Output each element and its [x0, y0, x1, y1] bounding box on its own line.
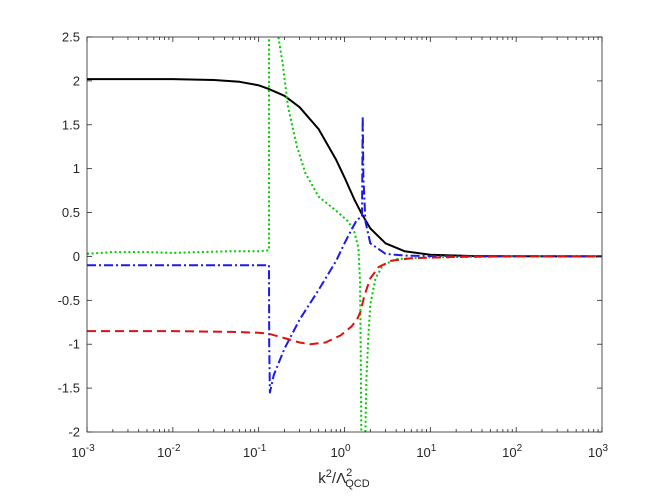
y-tick-label: -0.5 [58, 293, 80, 308]
x-tick-label: 100 [330, 443, 350, 460]
x-tick-label-base: 10 [588, 445, 602, 460]
x-tick-label-base: 10 [243, 445, 257, 460]
y-tick-label: -1.5 [58, 381, 80, 396]
ticks-group [86, 36, 603, 433]
x-tick-label-base: 10 [71, 445, 85, 460]
y-tick-label: -2 [68, 425, 80, 440]
x-tick-label-base: 10 [502, 445, 516, 460]
x-tick-label-exp: 3 [602, 443, 608, 454]
x-axis-label-base-sup: 2 [326, 468, 332, 480]
x-axis-label-sym-sup: 2 [346, 467, 352, 479]
y-tick-label: -1 [68, 337, 80, 352]
x-tick-label-exp: 2 [517, 443, 523, 454]
y-tick-label: 2.5 [62, 30, 80, 45]
series-line-dotted [87, 37, 270, 255]
y-tick-label: 1 [73, 161, 80, 176]
plot-background [87, 37, 602, 432]
x-tick-label: 101 [416, 443, 436, 460]
x-tick-label-base: 10 [416, 445, 430, 460]
x-tick-label: 10-2 [157, 443, 181, 460]
series-line-solid [87, 78, 602, 258]
y-tick-label: 1.5 [62, 117, 80, 132]
x-axis-label-sym: Λ [336, 470, 346, 487]
x-tick-label-exp: -3 [86, 443, 95, 454]
x-tick-label-exp: -2 [172, 443, 181, 454]
x-axis-label: k2/Λ2 QCD [318, 467, 369, 490]
x-tick-label: 10-1 [243, 443, 267, 460]
x-tick-label-base: 10 [330, 445, 344, 460]
y-tick-label: 0 [73, 249, 80, 264]
x-axis-label-sym-sub: QCD [345, 478, 370, 490]
series-line-dashdot [87, 115, 602, 394]
x-tick-label-exp: -1 [257, 443, 266, 454]
x-tick-label-base: 10 [157, 445, 171, 460]
series-line-dotted [364, 255, 602, 432]
x-tick-label-exp: 1 [431, 443, 437, 454]
x-tick-label: 10-3 [71, 443, 95, 460]
x-tick-labels: 10-3 10-2 10-1 100 101 102 103 [71, 443, 608, 460]
x-tick-label-exp: 0 [345, 443, 351, 454]
series-group [87, 37, 602, 432]
x-tick-label: 102 [502, 443, 522, 460]
y-tick-label: 2 [73, 73, 80, 88]
y-tick-labels: 2.5 2 1.5 1 0.5 0 -0.5 -1 -1.5 -2 [58, 30, 80, 440]
x-axis-label-sep: / [332, 470, 337, 487]
x-tick-label: 103 [588, 443, 608, 460]
series-line-dashed [87, 255, 602, 346]
y-tick-label: 0.5 [62, 205, 80, 220]
x-axis-label-base: k [318, 470, 326, 487]
series-line-dotted [277, 37, 363, 432]
